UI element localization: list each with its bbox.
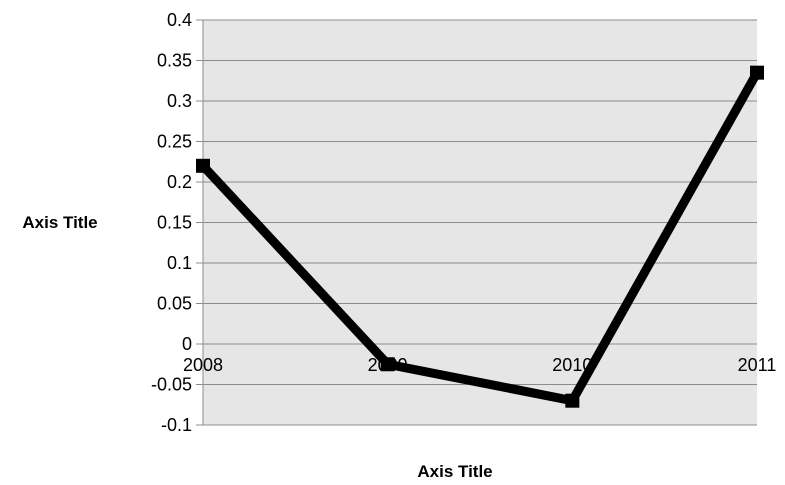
- data-series: [196, 65, 764, 408]
- y-tick-label: 0.05: [157, 294, 192, 314]
- x-tick-label: 2008: [183, 355, 223, 375]
- y-tick-label: 0.2: [167, 172, 192, 192]
- data-point-marker: [750, 65, 764, 80]
- data-point-marker: [196, 158, 210, 173]
- x-tick-labels: 2008200920102011: [183, 355, 776, 375]
- y-tick-label: 0: [182, 334, 192, 354]
- y-tick-label: 0.1: [167, 253, 192, 273]
- y-tick-label: 0.4: [167, 10, 192, 30]
- x-axis-title: Axis Title: [417, 462, 492, 481]
- x-tick-label: 2010: [552, 355, 592, 375]
- y-tick-label: 0.35: [157, 51, 192, 71]
- y-tick-label: 0.25: [157, 132, 192, 152]
- y-tick-label: 0.3: [167, 91, 192, 111]
- data-point-marker: [380, 357, 395, 372]
- y-axis-title: Axis Title: [22, 213, 97, 232]
- y-tick-label: 0.15: [157, 213, 192, 233]
- x-tick-label: 2011: [738, 355, 777, 375]
- data-point-marker: [565, 393, 580, 408]
- y-tick-label: -0.05: [151, 375, 192, 395]
- y-tick-labels: -0.1 -0.05 0 0.05 0.1 0.15 0.2 0.25 0.3 0.35 0.4: [151, 10, 192, 435]
- y-tick-label: -0.1: [161, 415, 192, 435]
- series-line: [199, 70, 761, 406]
